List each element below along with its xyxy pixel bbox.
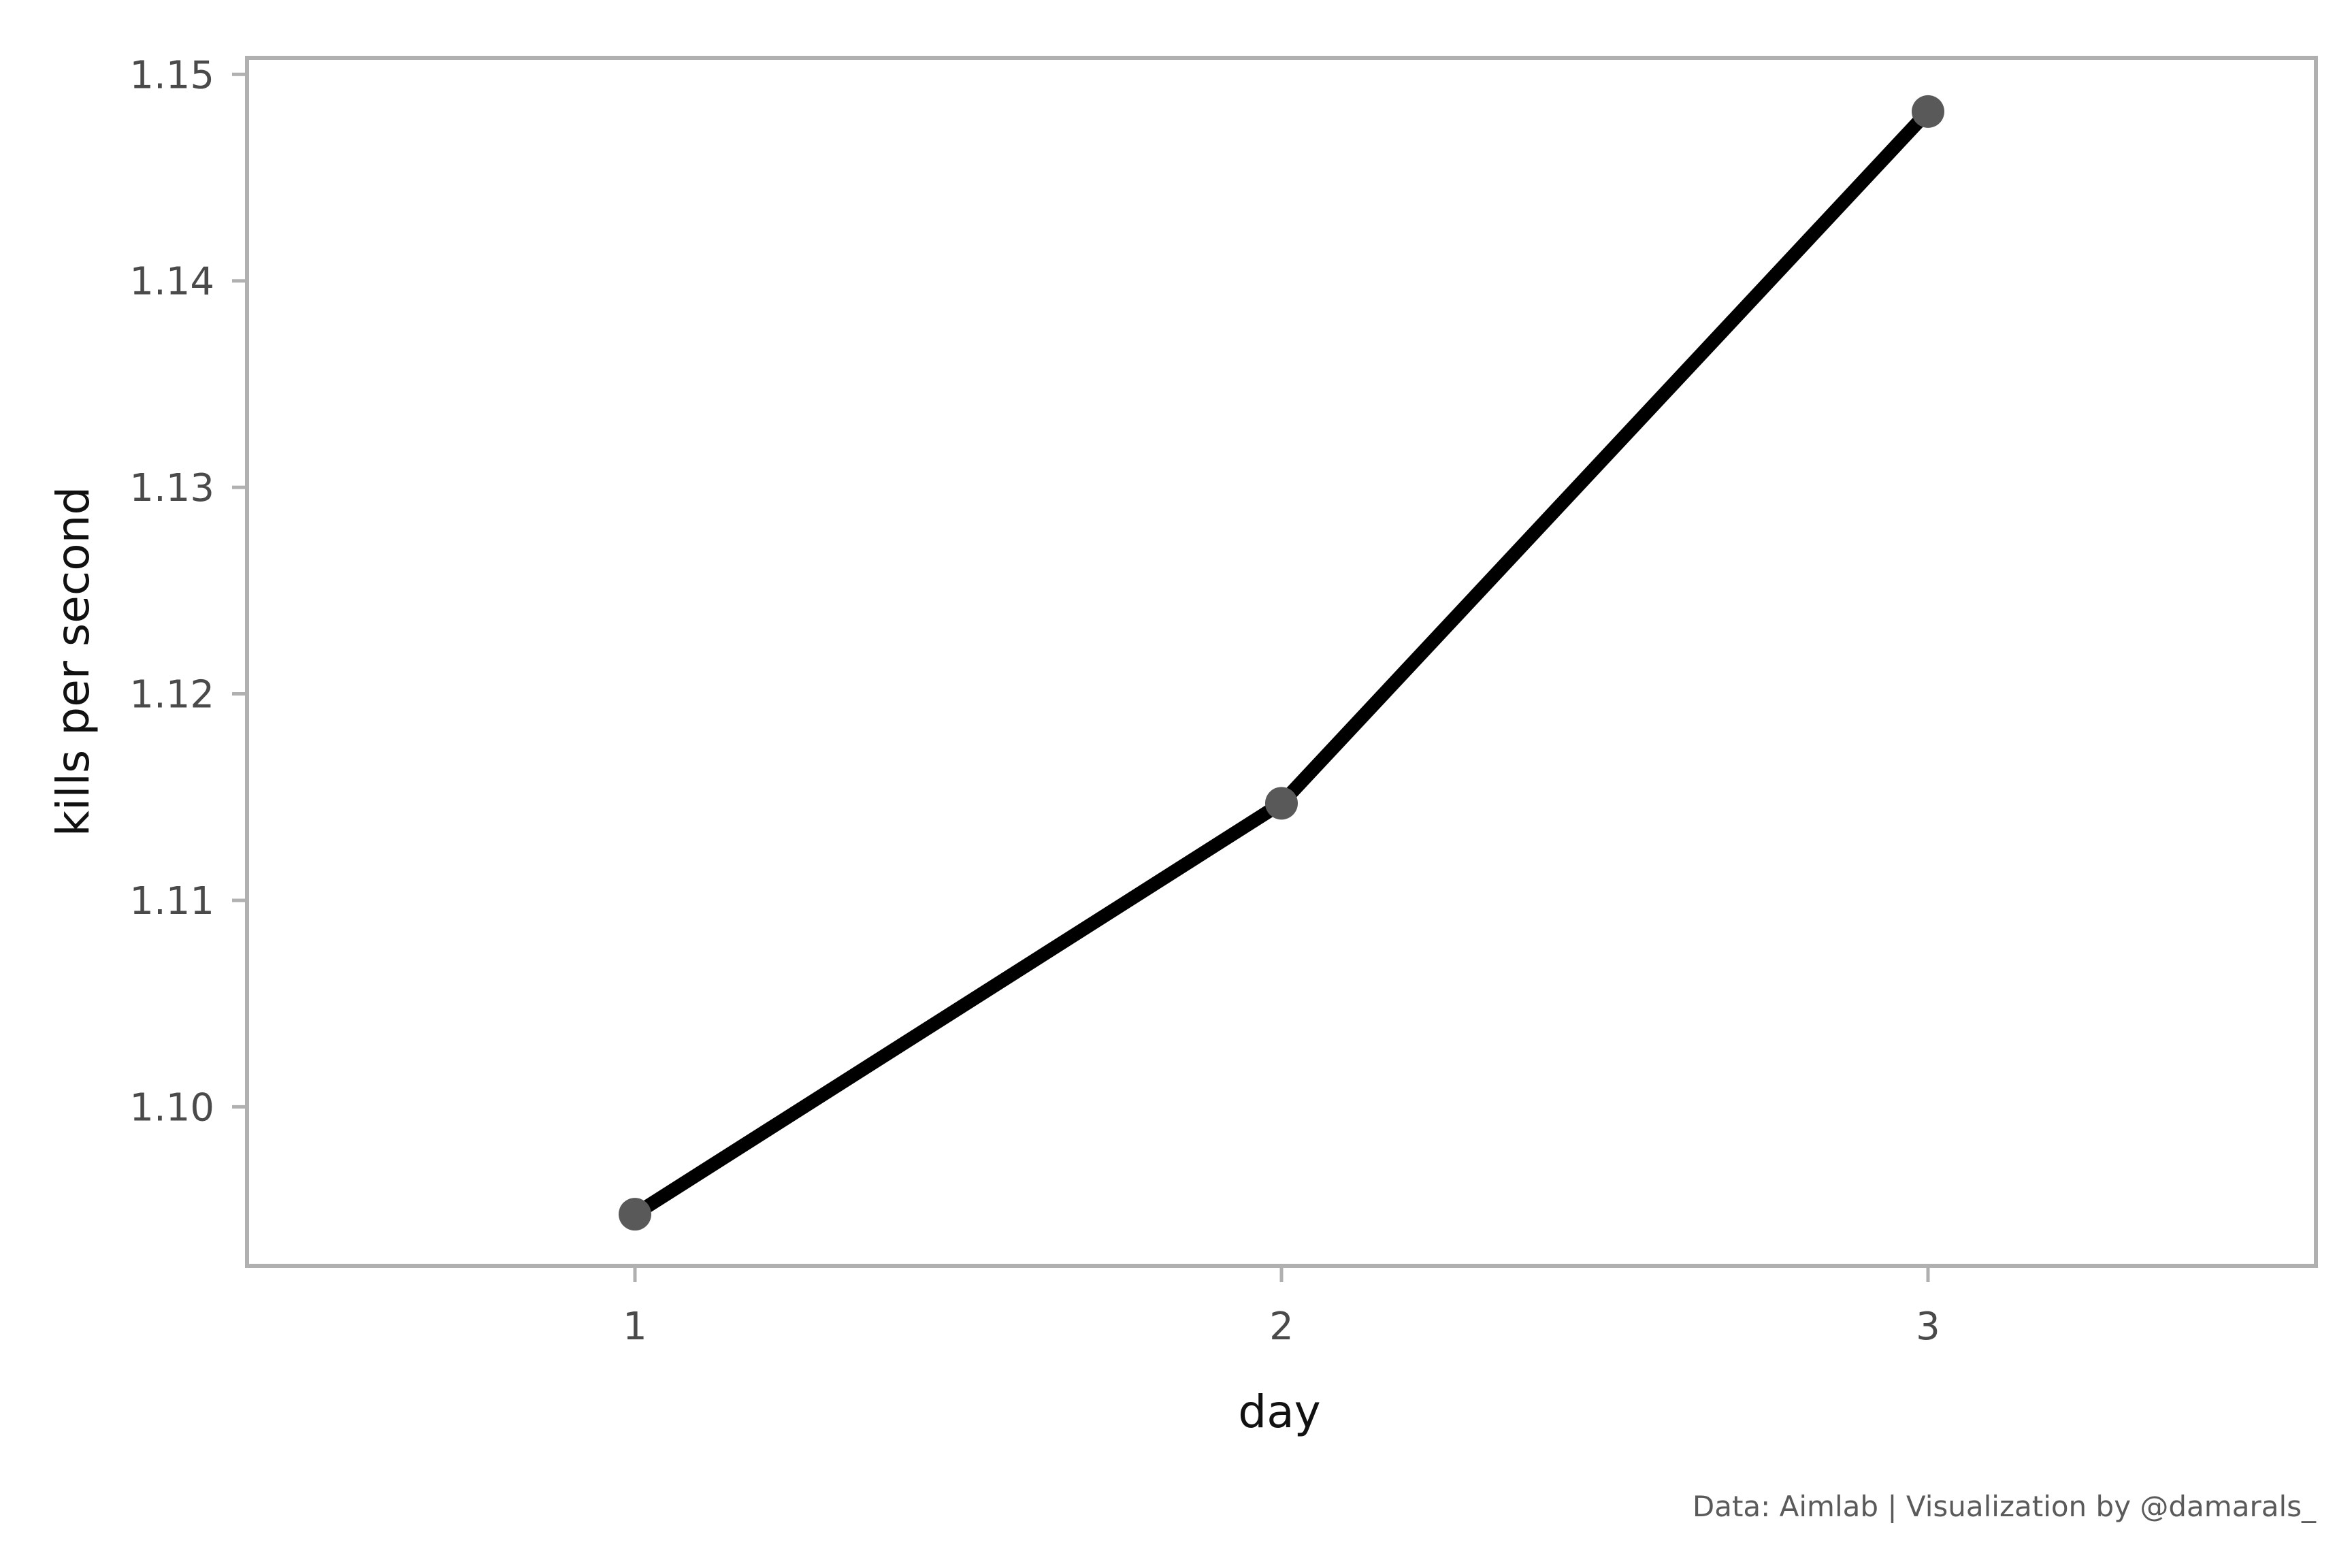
x-axis: 1 2 3 bbox=[623, 1266, 1940, 1349]
data-points bbox=[619, 95, 1944, 1231]
data-point bbox=[1265, 787, 1298, 820]
y-tick-label: 1.14 bbox=[129, 260, 214, 304]
y-tick-label: 1.12 bbox=[129, 673, 214, 717]
x-tick-label: 3 bbox=[1916, 1305, 1940, 1349]
y-tick-label: 1.10 bbox=[129, 1085, 214, 1130]
y-tick-label: 1.13 bbox=[129, 466, 214, 510]
y-axis-label: kills per second bbox=[47, 487, 99, 837]
data-point bbox=[1912, 95, 1944, 128]
series-line bbox=[628, 104, 1935, 1222]
y-tick-label: 1.11 bbox=[129, 879, 214, 924]
x-tick-label: 1 bbox=[623, 1305, 647, 1349]
y-tick-label: 1.15 bbox=[129, 53, 214, 97]
x-tick-label: 2 bbox=[1269, 1305, 1294, 1349]
plot-frame bbox=[245, 56, 2318, 1268]
data-point bbox=[619, 1198, 651, 1231]
source-caption: Data: Aimlab | Visualization by @damaral… bbox=[1693, 1490, 2317, 1523]
y-axis: 1.10 1.11 1.12 1.13 1.14 1.15 bbox=[129, 53, 247, 1130]
x-axis-label: day bbox=[1238, 1386, 1320, 1438]
